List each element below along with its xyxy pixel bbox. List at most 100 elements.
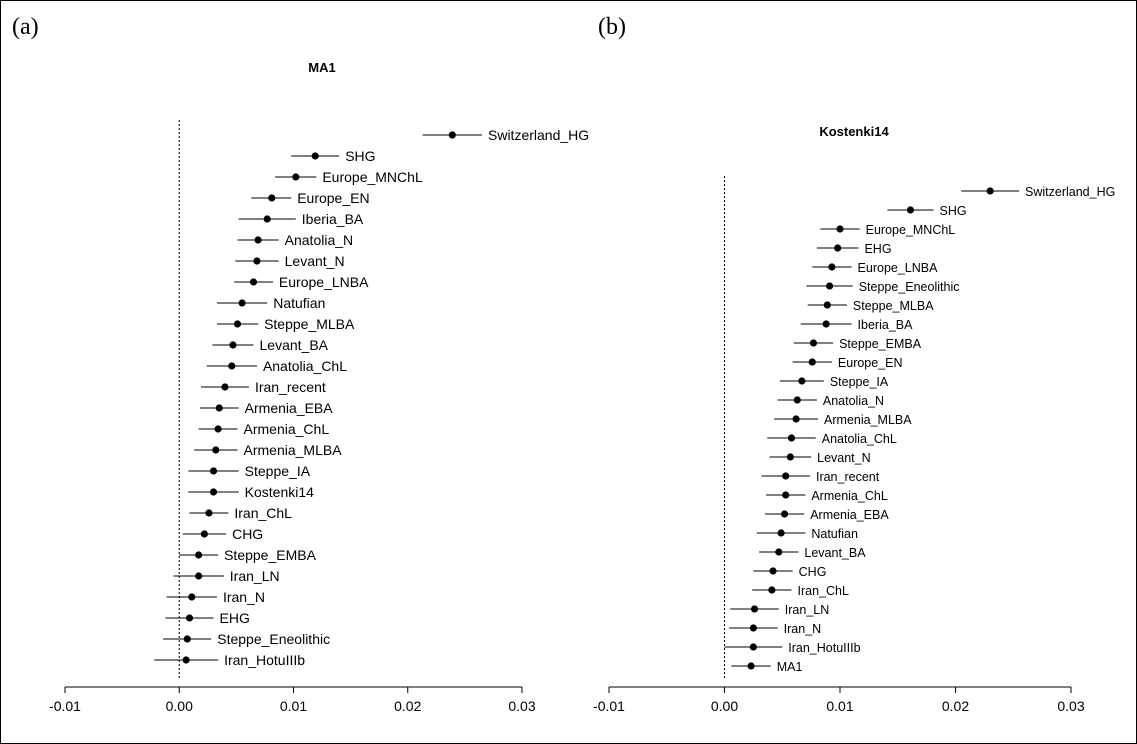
x-tick-label: 0.03 (508, 698, 535, 714)
chart-b: Kostenki14 Switzerland_HG SHG Europe_MNChL E… (593, 124, 1115, 714)
data-point (448, 131, 456, 139)
data-point (828, 263, 836, 271)
point-label: Steppe_IA (245, 463, 311, 479)
x-tick-label: -0.01 (593, 698, 625, 714)
point-label: Armenia_EBA (245, 400, 334, 416)
point-label: Armenia_EBA (810, 508, 889, 522)
chart-title: MA1 (308, 60, 335, 75)
data-point (182, 656, 190, 664)
data-point (254, 236, 262, 244)
x-tick-label: -0.01 (49, 698, 81, 714)
data-point (834, 244, 842, 252)
data-point (822, 320, 830, 328)
point-label: Switzerland_HG (488, 127, 589, 143)
point-label: Europe_LNBA (279, 274, 369, 290)
point-label: EHG (220, 610, 250, 626)
data-point (195, 551, 203, 559)
point-label: Anatolia_N (285, 232, 354, 248)
data-point (782, 472, 790, 480)
point-label: Iran_LN (785, 603, 829, 617)
point-label: Armenia_ChL (244, 421, 330, 437)
data-point (238, 299, 246, 307)
point-label: Anatolia_N (823, 394, 884, 408)
x-tick-label: 0.02 (394, 698, 421, 714)
point-label: Steppe_EMBA (224, 547, 316, 563)
point-label: Armenia_MLBA (824, 413, 912, 427)
data-point (214, 425, 222, 433)
point-label: Iran_HotuIIIb (224, 652, 305, 668)
data-point (792, 415, 800, 423)
data-point (823, 301, 831, 309)
point-label: Steppe_EMBA (839, 337, 922, 351)
data-point (195, 572, 203, 580)
point-label: Iran_N (223, 589, 265, 605)
point-label: Natufian (273, 295, 325, 311)
point-label: SHG (345, 148, 375, 164)
x-tick-label: 0.00 (166, 698, 193, 714)
data-point (268, 194, 276, 202)
data-point (798, 377, 806, 385)
point-label: Steppe_MLBA (853, 299, 934, 313)
point-label: Iran_recent (255, 379, 326, 395)
data-point (775, 548, 783, 556)
point-label: Iran_HotuIIIb (788, 641, 860, 655)
point-label: Anatolia_ChL (263, 358, 347, 374)
point-label: Iran_ChL (234, 505, 292, 521)
data-point (233, 320, 242, 328)
data-point (777, 529, 785, 537)
data-point (200, 530, 208, 538)
data-point (750, 605, 759, 613)
data-point (185, 614, 194, 622)
point-label: Levant_N (285, 253, 345, 269)
data-point (826, 282, 834, 290)
point-label: Armenia_MLBA (244, 442, 343, 458)
point-label: Europe_MNChL (866, 223, 956, 237)
data-point (808, 358, 816, 366)
point-label: Steppe_Eneolithic (217, 631, 330, 647)
x-tick-label: 0.01 (826, 698, 853, 714)
point-label: Switzerland_HG (1025, 185, 1115, 199)
data-point (836, 225, 844, 233)
data-point (188, 593, 196, 601)
x-tick-label: 0.01 (280, 698, 307, 714)
data-point (782, 491, 790, 499)
data-point (292, 173, 300, 181)
data-point (205, 509, 213, 517)
point-label: SHG (940, 204, 967, 218)
point-label: Iran_LN (230, 568, 280, 584)
data-point (768, 586, 776, 594)
data-point (253, 257, 261, 265)
data-point (906, 206, 915, 214)
data-point (780, 510, 789, 518)
point-label: Europe_MNChL (322, 169, 423, 185)
point-label: Steppe_IA (830, 375, 889, 389)
data-point (263, 215, 271, 223)
x-tick-label: 0.03 (1057, 698, 1084, 714)
data-point (215, 404, 223, 412)
point-label: Iberia_BA (302, 211, 364, 227)
data-point (249, 278, 258, 286)
point-label: Iran_recent (816, 470, 880, 484)
data-point (749, 643, 757, 651)
point-label: Iran_ChL (797, 584, 848, 598)
point-label: Steppe_Eneolithic (859, 280, 960, 294)
point-label: EHG (864, 242, 891, 256)
data-point (787, 434, 796, 442)
point-label: Natufian (811, 527, 858, 541)
panel-label-a: (a) (12, 14, 39, 40)
data-point (212, 446, 220, 454)
point-label: CHG (232, 526, 263, 542)
point-label: CHG (799, 565, 827, 579)
data-point (183, 635, 191, 643)
data-point (221, 383, 229, 391)
point-label: Armenia_ChL (811, 489, 887, 503)
x-tick-label: 0.00 (711, 698, 738, 714)
data-point (209, 467, 218, 475)
chart-a: MA1 Switzerland_HG SHG Europe_MNChL Europe_E… (49, 60, 589, 714)
point-label: Levant_BA (260, 337, 329, 353)
point-label: Europe_EN (297, 190, 369, 206)
x-tick-label: 0.02 (942, 698, 969, 714)
data-point (228, 362, 236, 370)
data-point (809, 339, 818, 347)
